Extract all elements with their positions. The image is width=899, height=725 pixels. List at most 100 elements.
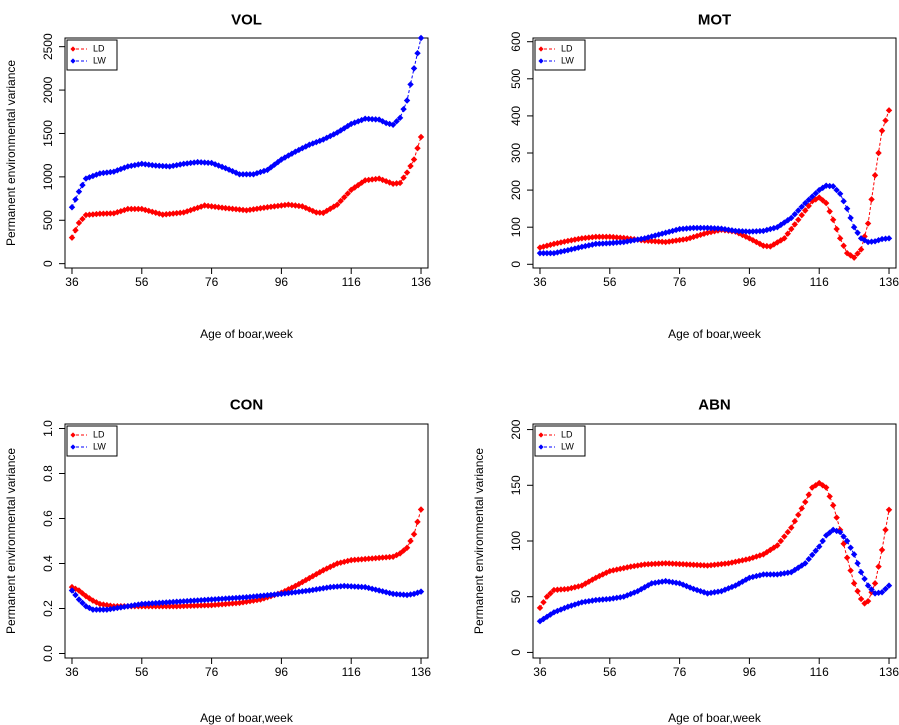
data-point bbox=[809, 551, 816, 559]
data-point bbox=[812, 190, 819, 197]
data-point bbox=[676, 225, 683, 233]
data-point bbox=[822, 182, 830, 189]
data-point bbox=[777, 237, 785, 244]
data-point bbox=[211, 161, 219, 168]
data-point bbox=[243, 171, 250, 178]
data-point bbox=[700, 589, 708, 596]
data-point bbox=[672, 579, 680, 586]
data-point bbox=[742, 228, 750, 235]
data-point bbox=[278, 156, 285, 163]
data-point bbox=[655, 560, 662, 567]
data-point bbox=[372, 116, 379, 123]
data-point bbox=[285, 201, 292, 208]
data-point bbox=[683, 582, 690, 590]
data-point bbox=[669, 227, 676, 235]
data-point bbox=[117, 207, 125, 215]
data-point bbox=[131, 205, 139, 213]
data-point bbox=[149, 208, 156, 216]
y-tick-label: 2000 bbox=[41, 76, 55, 103]
data-point bbox=[142, 206, 149, 214]
x-tick-label: 56 bbox=[135, 665, 149, 679]
data-point bbox=[389, 121, 397, 128]
data-point bbox=[777, 221, 785, 229]
data-point bbox=[417, 506, 425, 513]
data-point bbox=[850, 254, 858, 261]
data-point bbox=[610, 233, 617, 241]
data-point bbox=[204, 159, 212, 166]
data-point bbox=[68, 587, 76, 594]
data-point bbox=[840, 540, 847, 547]
data-point bbox=[176, 598, 184, 605]
data-point bbox=[100, 606, 107, 613]
series-line-ld bbox=[71, 136, 422, 238]
data-point bbox=[871, 238, 879, 245]
data-point bbox=[816, 543, 823, 550]
x-tick-label: 96 bbox=[275, 665, 289, 679]
data-point bbox=[121, 206, 128, 214]
data-point bbox=[410, 531, 418, 538]
y-axis-label: Permanent environmental variance bbox=[472, 448, 486, 634]
data-point bbox=[75, 219, 83, 227]
y-axis-label: Permanent environmental variance bbox=[4, 448, 18, 634]
data-point bbox=[791, 518, 798, 525]
chart-title: MOT bbox=[698, 11, 731, 28]
data-point bbox=[753, 238, 760, 246]
data-point bbox=[114, 167, 121, 174]
data-point bbox=[732, 227, 739, 235]
data-point bbox=[760, 242, 767, 249]
data-point bbox=[669, 237, 676, 245]
y-tick-label: 0.6 bbox=[41, 510, 55, 527]
data-point bbox=[613, 566, 620, 573]
data-point bbox=[89, 606, 97, 613]
data-point bbox=[82, 211, 90, 219]
data-point bbox=[582, 234, 589, 242]
data-point bbox=[568, 246, 575, 253]
data-point bbox=[798, 203, 805, 210]
data-point bbox=[802, 560, 809, 567]
data-point bbox=[690, 561, 697, 568]
data-point bbox=[704, 229, 711, 236]
data-point bbox=[208, 596, 215, 603]
data-point bbox=[348, 583, 355, 590]
data-point bbox=[864, 238, 872, 246]
data-point bbox=[774, 239, 781, 246]
data-point bbox=[658, 560, 666, 567]
data-point bbox=[857, 246, 865, 253]
data-point bbox=[878, 127, 886, 134]
data-point bbox=[596, 596, 603, 603]
data-point bbox=[686, 561, 694, 568]
data-point bbox=[854, 560, 861, 567]
data-point bbox=[788, 524, 795, 531]
data-point bbox=[697, 561, 704, 569]
data-point bbox=[885, 582, 893, 589]
data-point bbox=[596, 240, 603, 247]
data-point bbox=[617, 239, 624, 246]
data-point bbox=[599, 233, 607, 241]
data-point bbox=[606, 239, 613, 247]
data-point bbox=[686, 225, 694, 232]
data-point bbox=[714, 561, 722, 568]
data-point bbox=[648, 237, 655, 245]
data-point bbox=[194, 597, 201, 604]
data-point bbox=[239, 206, 247, 214]
data-point bbox=[805, 196, 812, 204]
data-point bbox=[571, 236, 579, 243]
data-point bbox=[341, 194, 348, 201]
data-point bbox=[788, 214, 795, 222]
data-point bbox=[707, 224, 715, 232]
data-point bbox=[327, 132, 334, 140]
data-point bbox=[676, 560, 683, 568]
data-point bbox=[246, 593, 254, 601]
data-point bbox=[554, 249, 561, 256]
data-point bbox=[288, 201, 296, 209]
y-tick-label: 2500 bbox=[41, 33, 55, 60]
legend-marker-lw bbox=[70, 58, 76, 64]
y-tick-label: 100 bbox=[509, 217, 523, 237]
data-point bbox=[225, 600, 233, 607]
data-point bbox=[683, 225, 690, 232]
legend: LD LW bbox=[534, 39, 586, 71]
x-tick-label: 116 bbox=[810, 275, 829, 289]
data-point bbox=[833, 186, 840, 194]
data-point bbox=[334, 583, 341, 590]
data-point bbox=[396, 179, 404, 187]
